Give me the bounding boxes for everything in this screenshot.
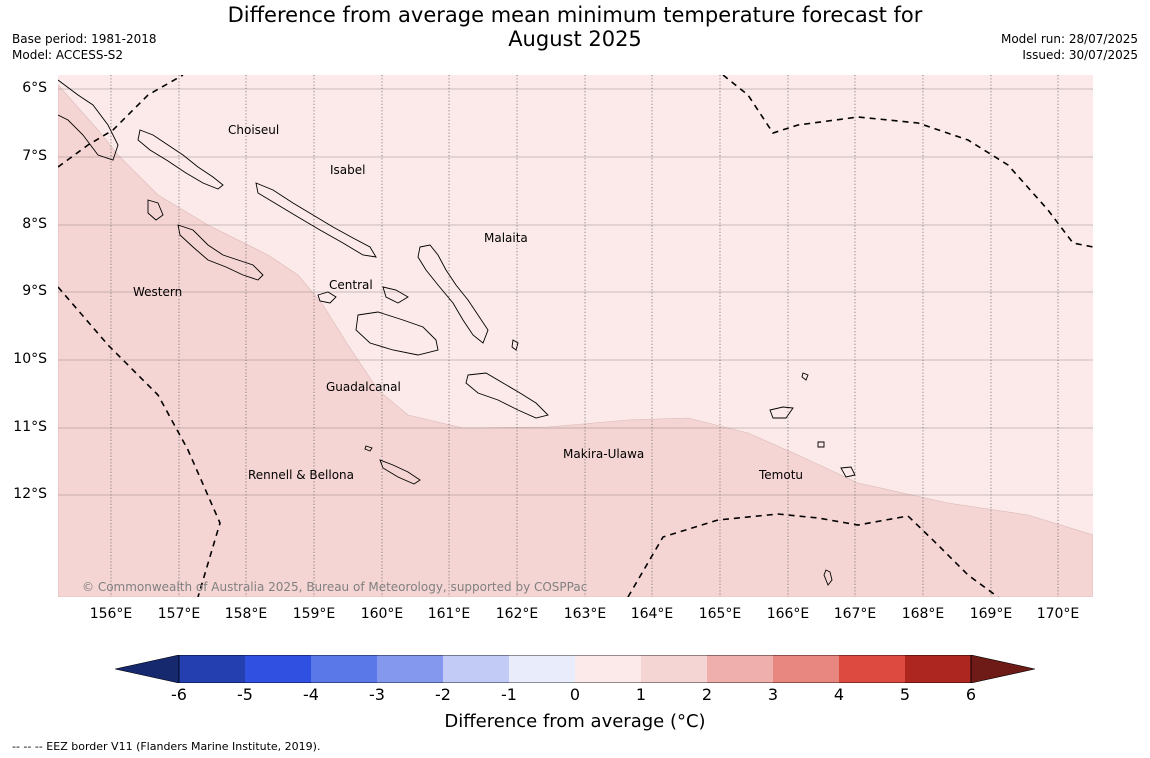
meta-left: Base period: 1981-2018 Model: ACCESS-S2 bbox=[12, 31, 157, 63]
utupua-coast bbox=[817, 441, 825, 448]
lat-label-8s: 8°S bbox=[22, 216, 47, 232]
reef-islands-coast bbox=[801, 372, 809, 381]
colorbar-tick-minus6: -6 bbox=[171, 685, 187, 704]
lon-label-161e: 161°E bbox=[427, 606, 471, 622]
base-period: Base period: 1981-2018 bbox=[12, 32, 157, 46]
colorbar-segment bbox=[707, 655, 773, 683]
colorbar-segment bbox=[377, 655, 443, 683]
colorbar-tick-6: 6 bbox=[965, 685, 977, 704]
vanikoro-coast bbox=[840, 466, 856, 478]
colorbar-segment bbox=[641, 655, 707, 683]
copyright-notice: © Commonwealth of Australia 2025, Bureau… bbox=[82, 580, 588, 594]
colorbar-tick-2: 2 bbox=[701, 685, 713, 704]
colorbar-tick-minus4: -4 bbox=[303, 685, 319, 704]
lon-label-160e: 160°E bbox=[360, 606, 404, 622]
lon-label-170e: 170°E bbox=[1036, 606, 1080, 622]
colorbar-segment bbox=[443, 655, 509, 683]
eez-border bbox=[58, 75, 1093, 597]
lon-label-166e: 166°E bbox=[766, 606, 810, 622]
map-title: Difference from average mean minimum tem… bbox=[200, 3, 950, 51]
region-label-rennell-bellona: Rennell & Bellona bbox=[248, 468, 355, 482]
lon-label-169e: 169°E bbox=[969, 606, 1013, 622]
region-label-choiseul: Choiseul bbox=[228, 123, 280, 137]
lon-label-159e: 159°E bbox=[292, 606, 336, 622]
santa-cruz-coast bbox=[769, 406, 794, 419]
rennell-coast bbox=[379, 459, 421, 485]
region-label-malaita: Malaita bbox=[484, 231, 528, 245]
model-run: Model run: 28/07/2025 bbox=[1000, 32, 1138, 46]
title-line-2: August 2025 bbox=[508, 27, 642, 51]
colorbar-tick-minus1: -1 bbox=[501, 685, 517, 704]
map-canvas bbox=[58, 75, 1093, 597]
lat-label-7s: 7°S bbox=[22, 148, 47, 164]
lat-label-9s: 9°S bbox=[22, 283, 47, 299]
region-label-temotu: Temotu bbox=[759, 468, 804, 482]
colorbar-tick-4: 4 bbox=[833, 685, 845, 704]
makira-coast bbox=[465, 372, 549, 419]
lon-label-158e: 158°E bbox=[224, 606, 268, 622]
colorbar-tick-1: 1 bbox=[635, 685, 647, 704]
colorbar-segment bbox=[179, 655, 245, 683]
central-islands-coast bbox=[317, 291, 337, 304]
title-line-1: Difference from average mean minimum tem… bbox=[227, 3, 923, 27]
lon-label-168e: 168°E bbox=[901, 606, 945, 622]
colorbar-tick-minus3: -3 bbox=[369, 685, 385, 704]
region-label-makira-ulawa: Makira-Ulawa bbox=[563, 447, 645, 461]
lon-label-156e: 156°E bbox=[89, 606, 133, 622]
colorbar-extend-low bbox=[115, 655, 180, 683]
colorbar bbox=[115, 655, 1035, 683]
region-label-isabel: Isabel bbox=[330, 163, 366, 177]
colorbar-label: Difference from average (°C) bbox=[444, 711, 706, 732]
region-label-guadalcanal: Guadalcanal bbox=[326, 380, 401, 394]
lon-label-164e: 164°E bbox=[630, 606, 674, 622]
guadalcanal-coast bbox=[355, 311, 439, 356]
colorbar-segment bbox=[773, 655, 839, 683]
colorbar-segment bbox=[509, 655, 575, 683]
isabel-coast bbox=[255, 182, 377, 258]
region-label-western: Western bbox=[133, 285, 183, 299]
bougainville-coast bbox=[58, 79, 119, 161]
colorbar-segment bbox=[575, 655, 641, 683]
colorbar-tick-minus2: -2 bbox=[435, 685, 451, 704]
lat-label-10s: 10°S bbox=[13, 351, 47, 367]
anomaly-band-1-2 bbox=[58, 84, 1093, 597]
lat-label-6s: 6°S bbox=[22, 80, 47, 96]
lat-label-12s: 12°S bbox=[13, 486, 47, 502]
ulawa-coast bbox=[511, 339, 519, 351]
issued-date: Issued: 30/07/2025 bbox=[1022, 48, 1138, 62]
region-label-central: Central bbox=[329, 278, 373, 292]
colorbar-segment bbox=[839, 655, 905, 683]
new-georgia-coast bbox=[177, 224, 264, 281]
coastlines bbox=[58, 79, 856, 586]
eez-footnote: -- -- -- EEZ border V11 (Flanders Marine… bbox=[12, 740, 321, 753]
lon-label-165e: 165°E bbox=[698, 606, 742, 622]
anuta-coast bbox=[823, 569, 833, 586]
model-name: Model: ACCESS-S2 bbox=[12, 48, 124, 62]
graticule bbox=[58, 88, 1093, 496]
colorbar-tick-3: 3 bbox=[767, 685, 779, 704]
lon-label-167e: 167°E bbox=[833, 606, 877, 622]
vella-lavella-coast bbox=[147, 199, 164, 221]
colorbar-tick-5: 5 bbox=[899, 685, 911, 704]
meta-right: Model run: 28/07/2025 Issued: 30/07/2025 bbox=[1001, 31, 1138, 63]
colorbar-tick-minus5: -5 bbox=[237, 685, 253, 704]
meridians bbox=[110, 75, 1059, 597]
malaita-coast bbox=[417, 244, 489, 344]
colorbar-frame bbox=[178, 655, 972, 683]
florida-islands-coast bbox=[382, 286, 409, 304]
colorbar-segment bbox=[311, 655, 377, 683]
bellona-coast bbox=[364, 445, 373, 452]
lon-label-163e: 163°E bbox=[563, 606, 607, 622]
colorbar-segment bbox=[245, 655, 311, 683]
colorbar-tick-0: 0 bbox=[569, 685, 581, 704]
lat-label-11s: 11°S bbox=[13, 419, 47, 435]
colorbar-extend-high bbox=[970, 655, 1035, 683]
lon-label-162e: 162°E bbox=[495, 606, 539, 622]
choiseul-coast bbox=[137, 129, 224, 190]
colorbar-segment bbox=[905, 655, 971, 683]
lon-label-157e: 157°E bbox=[157, 606, 201, 622]
